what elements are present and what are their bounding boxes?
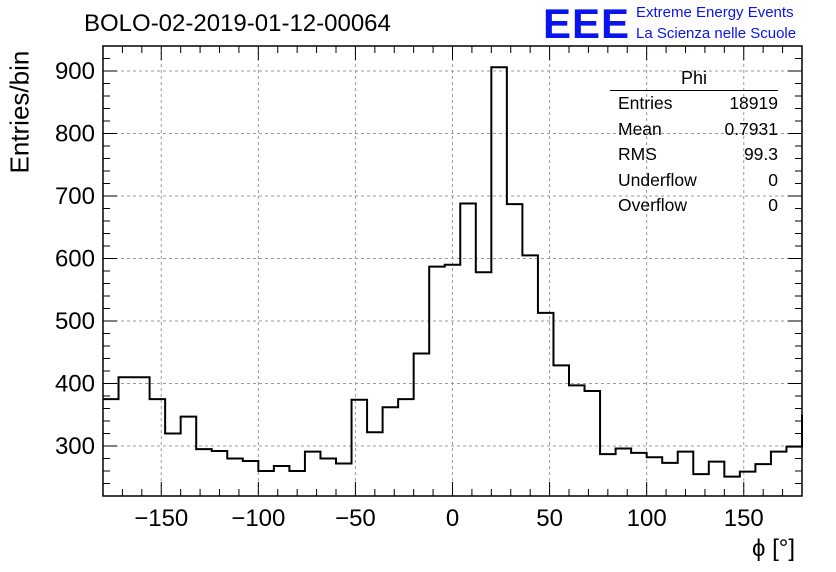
histogram-bin bbox=[553, 365, 569, 496]
y-tick-label: 500 bbox=[55, 308, 95, 335]
y-tick-label: 600 bbox=[55, 246, 95, 273]
y-tick-label: 400 bbox=[55, 371, 95, 398]
histogram-bin bbox=[476, 272, 492, 496]
stats-label: Underflow bbox=[618, 169, 697, 190]
y-tick-label: 900 bbox=[55, 58, 95, 85]
histogram-bin bbox=[724, 477, 740, 496]
y-tick-label: 300 bbox=[55, 433, 95, 460]
histogram-bin bbox=[352, 400, 368, 496]
stats-row-underflow: Underflow 0 bbox=[610, 168, 778, 194]
histogram-bin bbox=[181, 417, 197, 496]
stats-box: Phi Entries 18919 Mean 0.7931 RMS 99.3 U… bbox=[610, 68, 778, 219]
stats-label: Mean bbox=[618, 118, 662, 139]
histogram-bin bbox=[243, 461, 259, 496]
histogram-bin bbox=[662, 463, 678, 496]
stats-value: 0.7931 bbox=[724, 118, 778, 139]
histogram-bin bbox=[569, 385, 585, 496]
stats-row-overflow: Overflow 0 bbox=[610, 193, 778, 219]
stats-row-mean: Mean 0.7931 bbox=[610, 117, 778, 143]
histogram-bin bbox=[414, 354, 430, 497]
histogram-bin bbox=[585, 391, 601, 496]
chart-title: BOLO-02-2019-01-12-00064 bbox=[84, 10, 391, 37]
histogram-bin bbox=[445, 265, 461, 496]
histogram-bin bbox=[134, 377, 150, 496]
histogram-bin bbox=[367, 432, 383, 496]
histogram-bin bbox=[693, 474, 709, 496]
histogram-bin bbox=[383, 407, 399, 496]
x-tick-label: −150 bbox=[134, 505, 188, 532]
stats-value: 99.3 bbox=[743, 144, 778, 164]
histogram-bin bbox=[258, 471, 274, 496]
stats-label: Overflow bbox=[618, 195, 688, 215]
eee-logo: EEE bbox=[543, 0, 631, 47]
x-tick-label: −100 bbox=[231, 505, 285, 532]
histogram-bin bbox=[305, 452, 321, 496]
x-tick-label: 50 bbox=[536, 505, 563, 532]
histogram-bin bbox=[709, 462, 725, 496]
logo-line-2: La Scienza nelle Scuole bbox=[636, 25, 797, 42]
histogram-bin bbox=[507, 204, 523, 496]
histogram-bin bbox=[336, 464, 352, 497]
histogram-series bbox=[103, 66, 803, 478]
histogram-bin bbox=[616, 449, 632, 497]
stats-label: Entries bbox=[618, 93, 673, 113]
stats-row-entries: Entries 18919 bbox=[610, 91, 778, 117]
x-tick-label: 150 bbox=[724, 505, 764, 532]
histogram-bin bbox=[320, 459, 336, 497]
histogram-bin bbox=[771, 452, 787, 496]
histogram-bin bbox=[165, 434, 181, 497]
stats-value: 0 bbox=[768, 169, 778, 190]
stats-title: Phi bbox=[610, 68, 778, 91]
x-tick-label: 100 bbox=[627, 505, 667, 532]
y-tick-label: 800 bbox=[55, 121, 95, 148]
histogram-bin bbox=[103, 399, 119, 496]
histogram-bin bbox=[740, 472, 756, 496]
histogram-bin bbox=[196, 449, 212, 496]
x-axis-label: ϕ [°] bbox=[752, 535, 796, 562]
histogram-bin bbox=[460, 204, 476, 497]
histogram-bin bbox=[119, 377, 135, 496]
histogram-bin bbox=[429, 267, 445, 496]
histogram-bin bbox=[522, 255, 538, 496]
stats-row-rms: RMS 99.3 bbox=[610, 142, 778, 168]
y-axis-label: Entries/bin bbox=[4, 50, 35, 174]
stats-label: RMS bbox=[618, 144, 657, 164]
x-tick-label: 0 bbox=[446, 505, 459, 532]
histogram-bin bbox=[631, 453, 647, 496]
histogram-bin bbox=[647, 457, 663, 496]
histogram-bin bbox=[150, 399, 166, 496]
histogram-bin bbox=[491, 67, 507, 496]
stats-value: 18919 bbox=[729, 93, 778, 113]
stats-value: 0 bbox=[768, 195, 778, 215]
histogram-bin bbox=[538, 313, 554, 496]
histogram-bin bbox=[274, 466, 290, 496]
histogram-bin bbox=[227, 459, 243, 497]
histogram-bin bbox=[398, 399, 414, 496]
x-tick-label: −50 bbox=[335, 505, 376, 532]
y-tick-label: 700 bbox=[55, 183, 95, 210]
logo-line-1: Extreme Energy Events bbox=[636, 4, 794, 21]
